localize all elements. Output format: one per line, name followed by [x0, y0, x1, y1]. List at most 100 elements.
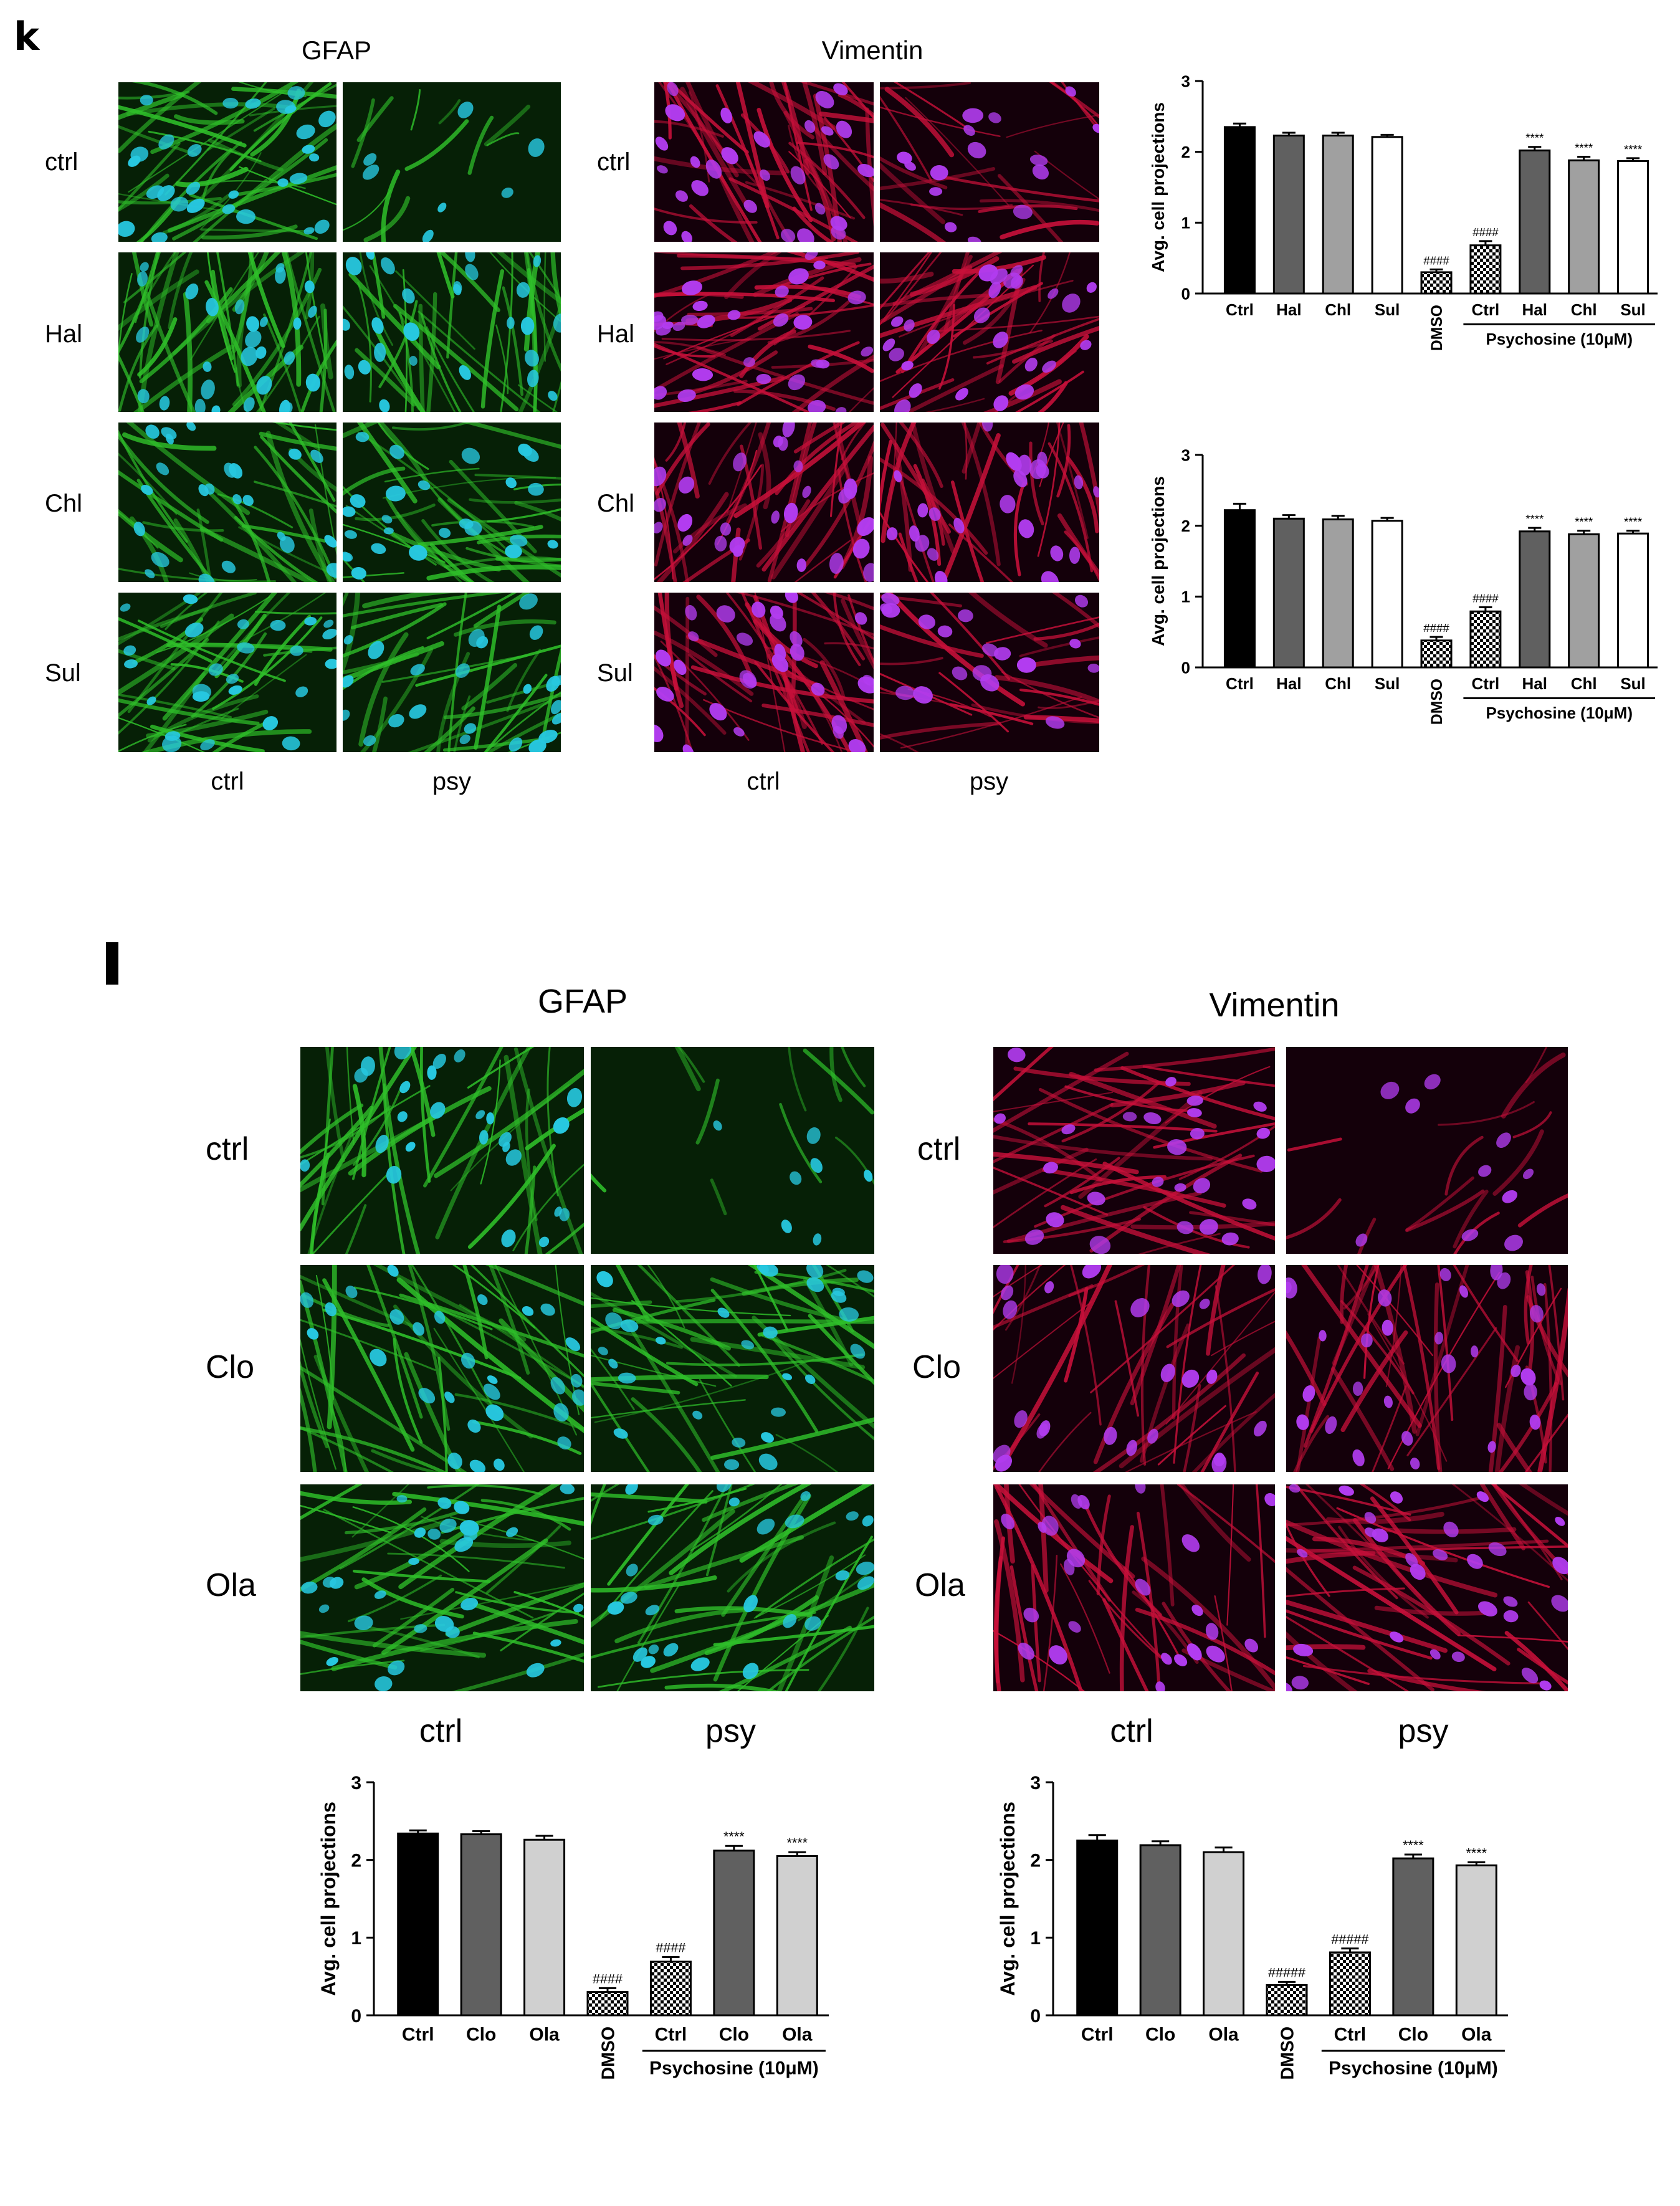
bar [1455, 1864, 1497, 2017]
bar [586, 1991, 629, 2017]
x-tick-label: Ola [529, 2025, 560, 2045]
x-tick-label: Ola [782, 2025, 813, 2045]
micrograph-gfap-clo-ctrl [300, 1265, 584, 1472]
x-tick-label: Clo [1145, 2025, 1175, 2045]
bar [649, 1960, 692, 2017]
bar [523, 1838, 566, 2017]
bar-chart-k-vimentin: 0 1 2 3 Avg. cell projections Ctrl Hal Chl Sul ##… [1134, 442, 1670, 829]
y-tick-label: 2 [351, 1850, 361, 1871]
error-bar [1277, 1980, 1296, 1985]
col-label-ctrl: ctrl [419, 1713, 463, 1749]
micrograph-image [880, 82, 1099, 242]
error-bar [662, 1956, 680, 1962]
y-tick-label: 0 [1181, 284, 1190, 303]
micrograph-vimentin-chl-ctrl [654, 423, 874, 582]
micrograph-image [118, 423, 336, 582]
bar [460, 1833, 502, 2017]
error-bar [1233, 502, 1247, 510]
panel-letter-l: l [106, 942, 118, 985]
micrograph-image [300, 1265, 584, 1472]
x-tick-label: Chl [1325, 674, 1351, 693]
micrograph-vimentin-ctrl-psy [1286, 1047, 1568, 1254]
x-tick-label: Ola [1208, 2025, 1239, 2045]
micrograph-vimentin-ola-ctrl [993, 1484, 1275, 1691]
y-axis-label: Avg. cell projections [1148, 476, 1168, 646]
micrograph-gfap-ola-psy [591, 1484, 874, 1691]
bar [1568, 533, 1600, 669]
micrograph-image [1286, 1265, 1568, 1472]
micrograph-vimentin-sul-psy [880, 593, 1099, 752]
micrograph-image [993, 1047, 1275, 1254]
gfap-title-l: GFAP [537, 983, 628, 1020]
micrograph-image [654, 82, 874, 242]
significance-annotation: **** [1403, 1837, 1424, 1853]
error-bar [1282, 514, 1296, 519]
x-tick-label: Ctrl [1471, 300, 1499, 319]
significance-annotation: **** [1624, 143, 1642, 156]
error-bar [535, 1835, 553, 1840]
error-bar [1152, 1840, 1170, 1845]
bar [1469, 610, 1502, 669]
row-label-chl: Chl [597, 490, 635, 517]
y-tick-label: 3 [1181, 72, 1190, 90]
bar [1519, 149, 1551, 295]
x-tick-label: Ctrl [655, 2025, 687, 2045]
group-label: Psychosine (10μM) [649, 2058, 819, 2079]
error-bar [1468, 1861, 1486, 1866]
micrograph-vimentin-ctrl-ctrl [654, 82, 874, 242]
error-bar [1331, 515, 1345, 520]
row-label-hal: Hal [597, 320, 635, 348]
row-label-clo: Clo [206, 1349, 255, 1385]
row-label-ctrl: ctrl [597, 148, 631, 176]
vimentin-title-l: Vimentin [1209, 986, 1340, 1024]
micrograph-vimentin-hal-ctrl [654, 252, 874, 412]
micrograph-image [300, 1047, 584, 1254]
micrograph-image [880, 423, 1099, 582]
error-bar [725, 1845, 743, 1851]
micrograph-image [654, 252, 874, 412]
significance-annotation: ##### [1268, 1964, 1305, 1980]
row-label-sul: Sul [45, 659, 81, 687]
significance-annotation: **** [1525, 512, 1544, 525]
micrograph-gfap-sul-ctrl [118, 593, 336, 752]
row-label-ola: Ola [915, 1567, 965, 1603]
micrograph-vimentin-clo-psy [1286, 1265, 1568, 1472]
bar [1272, 135, 1305, 295]
bar [1266, 1984, 1308, 2017]
micrograph-image [1286, 1047, 1568, 1254]
y-tick-label: 2 [1030, 1850, 1041, 1871]
error-bar [1341, 1947, 1359, 1953]
x-tick-label: Hal [1522, 300, 1547, 319]
col-label-ctrl: ctrl [211, 768, 244, 795]
y-tick-label: 3 [1030, 1773, 1041, 1793]
x-tick-label: Chl [1571, 674, 1597, 693]
bar [1519, 530, 1551, 669]
significance-annotation: #### [593, 1970, 623, 1986]
error-bar [1331, 131, 1345, 136]
row-label-ctrl: ctrl [206, 1131, 249, 1167]
y-tick-label: 0 [351, 2006, 361, 2027]
x-tick-label: Ola [1461, 2025, 1492, 2045]
bar [1272, 517, 1305, 669]
bar [1371, 136, 1403, 295]
bar-chart-l-gfap: 0 1 2 3 Avg. cell projections Ctrl Clo Ola #### D… [305, 1770, 841, 2194]
error-bar [1577, 530, 1591, 535]
bar [1568, 159, 1600, 295]
error-bar [1429, 636, 1443, 641]
error-bar [1233, 122, 1247, 127]
y-tick-label: 2 [1181, 143, 1190, 161]
micrograph-gfap-chl-psy [343, 423, 561, 582]
bar [713, 1850, 755, 2017]
micrograph-gfap-hal-ctrl [118, 252, 336, 412]
x-tick-label: DMSO [1429, 305, 1446, 351]
micrograph-image [880, 593, 1099, 752]
x-tick-label: Ctrl [1471, 674, 1499, 693]
row-label-clo: Clo [912, 1349, 962, 1385]
significance-annotation: **** [1525, 131, 1544, 145]
micrograph-image [591, 1265, 874, 1472]
x-tick-label: DMSO [1278, 2027, 1298, 2080]
micrograph-image [993, 1265, 1275, 1472]
x-tick-label: Ctrl [1334, 2025, 1367, 2045]
row-label-hal: Hal [45, 320, 83, 348]
y-tick-label: 3 [1181, 446, 1190, 464]
